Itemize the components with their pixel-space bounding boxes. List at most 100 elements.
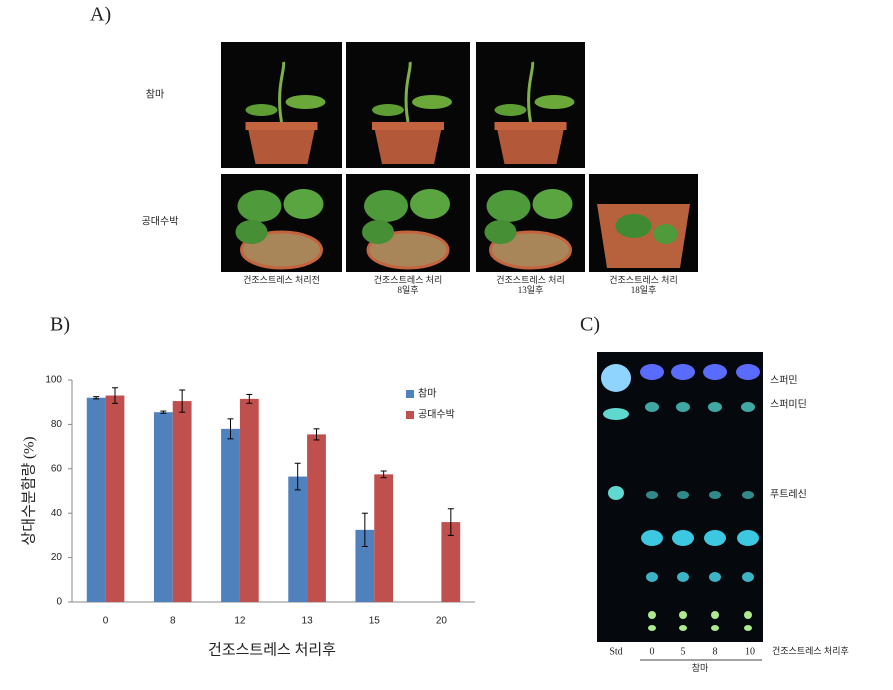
spot — [677, 491, 689, 499]
x-tick-label: 12 — [234, 616, 246, 627]
bar — [441, 522, 461, 602]
pot — [374, 126, 442, 164]
spot — [672, 530, 694, 546]
spot — [708, 402, 722, 412]
bar — [239, 398, 259, 602]
bar — [172, 401, 192, 602]
stem — [527, 61, 535, 123]
x-axis-label: 건조스트레스 처리후 — [208, 641, 336, 658]
legend-label: 공대수박 — [418, 408, 455, 420]
spot — [640, 364, 664, 380]
spot — [646, 572, 658, 582]
spot — [608, 486, 624, 500]
y-tick-label: 20 — [51, 552, 63, 563]
bar — [86, 397, 106, 602]
lane-label: 0 — [650, 646, 655, 657]
y-tick-label: 100 — [45, 375, 62, 386]
bar — [355, 529, 375, 602]
legend-label: 참마 — [418, 387, 436, 399]
photo-caption: 18일후 — [631, 285, 657, 295]
photo-caption: 건조스트레스 처리 — [374, 274, 443, 285]
error-bar — [227, 418, 234, 440]
spot — [737, 530, 759, 546]
y-tick-label: 80 — [51, 419, 63, 430]
bar — [221, 428, 240, 602]
pot-rim — [494, 122, 567, 130]
row-label: 공대수박 — [142, 215, 179, 227]
photo-caption: 13일후 — [518, 285, 544, 295]
panel-label: C) — [580, 314, 600, 336]
leaf — [484, 220, 517, 244]
x-tick-label: 0 — [103, 616, 109, 627]
error-bar — [447, 508, 454, 536]
pot — [496, 126, 565, 164]
error-bar — [179, 389, 186, 413]
spot — [741, 402, 755, 412]
band-label: 스퍼민 — [770, 374, 798, 386]
spot — [711, 625, 719, 631]
leaf — [237, 190, 282, 222]
leaf — [412, 95, 452, 109]
photo-caption: 건조스트레스 처리 — [496, 274, 565, 285]
legend-swatch — [406, 411, 414, 419]
photo-caption: 8일후 — [397, 285, 418, 295]
panel-label: B) — [50, 314, 70, 336]
spot — [677, 572, 689, 582]
band-label: 스퍼미딘 — [770, 398, 807, 410]
bar — [105, 395, 125, 602]
leaf — [615, 214, 652, 238]
leaf — [362, 220, 394, 244]
spot — [641, 530, 663, 546]
error-bar — [294, 462, 301, 491]
leaf — [364, 190, 408, 222]
spot — [742, 491, 754, 499]
spot — [736, 364, 760, 380]
spot — [603, 408, 629, 420]
y-tick-label: 40 — [51, 508, 63, 519]
pot-rim — [245, 122, 318, 130]
y-axis-label: 상대수분함량 (%) — [20, 436, 37, 545]
error-bar — [361, 512, 368, 547]
bar — [288, 476, 308, 602]
lane-label: 5 — [681, 646, 686, 657]
x-tick-label: 8 — [170, 616, 176, 627]
lane-label: Std — [609, 646, 622, 657]
x-tick-label: 20 — [436, 616, 448, 627]
leaf — [285, 95, 326, 109]
group-label: 참마 — [692, 663, 709, 673]
spot — [742, 572, 754, 582]
error-bar — [380, 470, 387, 479]
leaf — [486, 190, 531, 222]
error-bar — [246, 393, 253, 404]
stem — [278, 61, 286, 123]
spot — [744, 625, 752, 631]
y-tick-label: 0 — [56, 597, 62, 608]
spot — [676, 402, 690, 412]
spot — [703, 364, 727, 380]
leaf — [283, 189, 324, 219]
spot — [671, 364, 695, 380]
leaf — [534, 95, 575, 109]
leaf — [245, 104, 278, 116]
bar — [307, 434, 326, 602]
spot — [704, 530, 726, 546]
error-bar — [93, 396, 100, 400]
pot — [247, 126, 316, 164]
stem — [404, 61, 412, 123]
x-tick-label: 15 — [369, 616, 381, 627]
photo-grid — [221, 42, 698, 272]
tlc-plate — [597, 352, 763, 642]
spot — [645, 402, 659, 412]
lane-label: 8 — [713, 646, 718, 657]
lane-label: 10 — [745, 646, 755, 657]
row-label: 참마 — [146, 88, 164, 100]
spot — [601, 364, 631, 392]
y-tick-label: 60 — [51, 463, 63, 474]
bar-chart: 0 20 40 60 80 100 상대수분함량 (%) 건조스트레스 처리후 0 8 12 13 15… — [20, 375, 475, 658]
error-bar — [313, 428, 320, 441]
x-tick-label: 13 — [302, 616, 314, 627]
photo-caption: 건조스트레스 처리 — [609, 274, 678, 285]
leaf — [372, 104, 404, 116]
pot-rim — [372, 122, 444, 130]
